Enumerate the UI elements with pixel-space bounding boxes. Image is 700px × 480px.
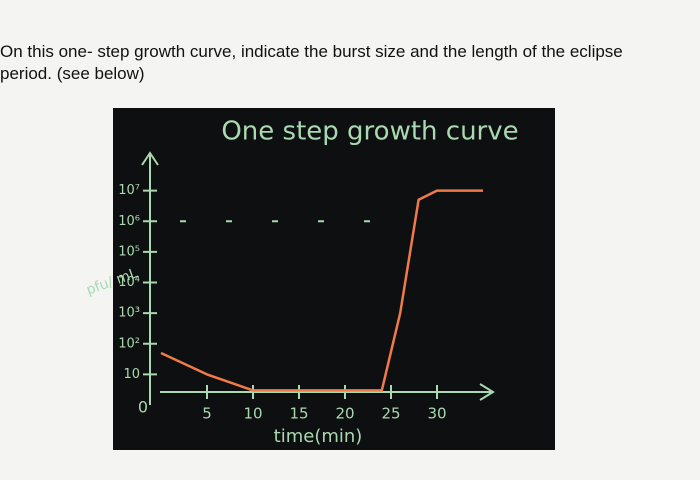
- x-tick-label: 10: [243, 405, 262, 423]
- y-tick-label: 10⁶: [118, 214, 140, 229]
- y-tick-label: 10³: [118, 306, 140, 321]
- question-line: On this one- step growth curve, indicate…: [0, 42, 623, 61]
- x-axis-label: time(min): [274, 426, 363, 447]
- origin-label: 0: [138, 398, 148, 417]
- x-tick-label: 15: [289, 405, 308, 423]
- x-arrow: [479, 383, 495, 401]
- x-tick-label: 20: [335, 405, 354, 423]
- y-tick-label: 10: [123, 367, 140, 382]
- chart-title: One step growth curve: [221, 117, 518, 147]
- x-tick-label: 5: [202, 405, 212, 423]
- y-arrow: [141, 151, 159, 166]
- y-tick-label: 10⁴: [118, 275, 140, 290]
- y-tick-label: 10²: [118, 336, 140, 351]
- board: [113, 108, 555, 450]
- y-tick-label: 10⁵: [118, 244, 140, 259]
- x-tick-label: 25: [381, 405, 400, 423]
- question-line: period. (see below): [0, 64, 145, 83]
- growth-curve: [160, 189, 483, 392]
- x-tick-label: 30: [427, 405, 446, 423]
- y-tick-label: 10⁷: [118, 183, 140, 198]
